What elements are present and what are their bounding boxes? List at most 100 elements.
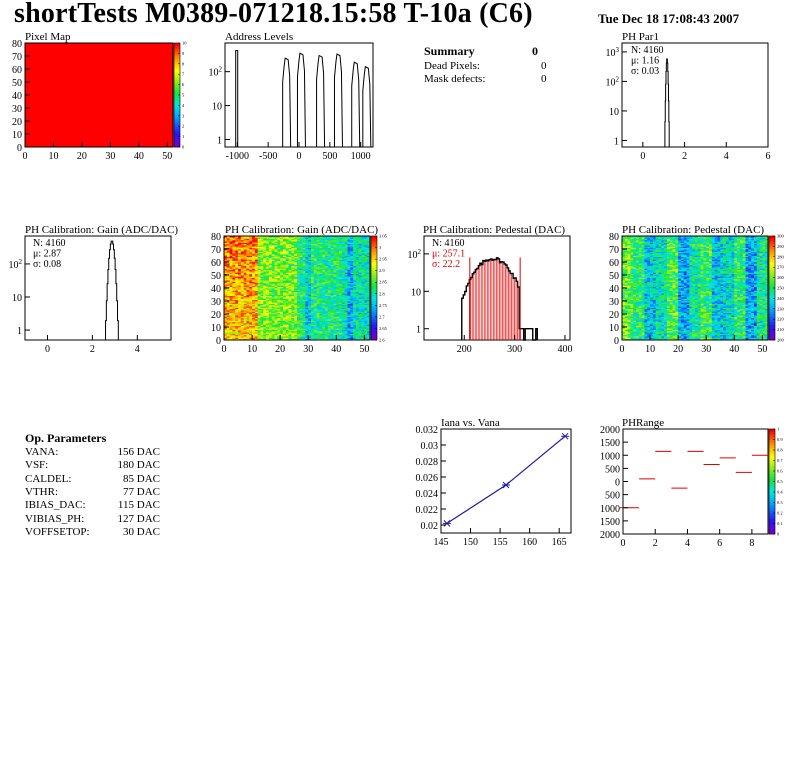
gain-map-cell	[235, 285, 239, 287]
gain-map-cell	[249, 330, 253, 333]
gain-map-cell	[260, 272, 264, 274]
gain-map-colorbar-swatch	[371, 319, 377, 323]
gain-map-cell	[257, 329, 261, 332]
gain-map-cell	[367, 281, 371, 284]
ped-map-cell	[633, 333, 637, 336]
gain-map-cell	[350, 298, 354, 300]
ped-map-cell	[636, 324, 640, 326]
gain-map-cell	[243, 238, 247, 241]
gain-map-cell	[280, 311, 284, 313]
gain-map-cell	[297, 264, 301, 267]
gain-map-cell	[322, 290, 326, 293]
gain-map-cell	[232, 334, 236, 337]
ped-map-cell	[622, 251, 626, 254]
pixel-map-colorbar-tick-label: 8	[182, 61, 185, 66]
gain-map-cell	[266, 307, 270, 310]
gain-map-cell	[243, 282, 247, 285]
gain-map-cell	[257, 265, 261, 268]
gain-map-cell	[249, 256, 253, 259]
gain-map-cell	[235, 299, 239, 302]
gain-map-cell	[311, 332, 315, 334]
gain-map-cell	[240, 327, 244, 329]
gain-map-cell	[353, 308, 357, 311]
gain-map-cell	[274, 245, 278, 247]
gain-map-cell	[249, 263, 253, 265]
gain-map-cell	[364, 311, 368, 313]
gain-map-cell	[302, 298, 306, 300]
gain-map-cell	[322, 333, 326, 336]
gain-map-cell	[341, 291, 346, 294]
gain-map-cell	[325, 272, 329, 274]
gain-map-cell	[263, 290, 267, 293]
gain-map-cell	[268, 317, 273, 320]
gain-map-cell	[327, 293, 331, 295]
gain-map-cell	[238, 336, 242, 338]
gain-map-cell	[235, 324, 239, 326]
gain-map-cell	[268, 294, 273, 297]
gain-map-cell	[238, 301, 242, 303]
gain-map-cell	[291, 243, 295, 246]
gain-map-cell	[238, 236, 242, 238]
gain-map-cell	[327, 252, 331, 255]
ped-map-cell	[627, 262, 631, 264]
ped-hist-title: PH Calibration: Pedestal (DAC)	[423, 224, 566, 236]
gain-map-cell	[232, 308, 236, 311]
gain-map-cell	[246, 237, 250, 239]
gain-map-cell	[257, 242, 261, 245]
gain-map-cell	[257, 308, 261, 311]
gain-map-cell	[274, 317, 278, 320]
gain-map-cell	[224, 311, 228, 313]
gain-map-cell	[232, 337, 236, 339]
gain-map-cell	[364, 323, 368, 325]
gain-map-cell	[305, 304, 309, 307]
gain-map-cell	[305, 247, 309, 250]
gain-map-cell	[350, 320, 354, 323]
ped-hist-xtick-label: 300	[507, 344, 522, 355]
gain-map-cell	[238, 325, 242, 328]
ped-map-cell	[627, 325, 631, 328]
gain-map-cell	[254, 290, 258, 293]
gain-map-cell	[302, 312, 306, 315]
gain-map-cell	[364, 275, 368, 277]
gain-map-cell	[353, 276, 357, 278]
gain-map-cell	[364, 294, 368, 297]
gain-map-cell	[249, 285, 253, 287]
gain-map-cell	[350, 325, 354, 328]
ped-map-cell	[630, 302, 634, 304]
gain-map-cell	[344, 268, 348, 271]
ped-map-cell	[622, 337, 626, 339]
gain-map-cell	[277, 273, 281, 276]
gain-map-cell	[316, 284, 320, 286]
gain-map-cell	[246, 282, 250, 285]
gain-map-cell	[266, 289, 270, 291]
gain-map-cell	[280, 337, 284, 339]
gain-map-cell	[297, 297, 301, 299]
gain-map-cell	[319, 312, 323, 315]
gain-map-cell	[271, 319, 275, 321]
gain-map-cell	[238, 275, 242, 277]
gain-map-cell	[235, 269, 239, 272]
ped-map-cell	[624, 307, 628, 310]
gain-map-cell	[358, 294, 362, 297]
address-level-peak	[316, 54, 326, 148]
gain-map-cell	[347, 249, 351, 251]
ped-map-cell	[622, 315, 626, 317]
gain-map-cell	[246, 241, 250, 243]
gain-map-cell	[299, 290, 303, 293]
gain-map-cell	[246, 247, 250, 250]
gain-map-cell	[358, 301, 362, 303]
gain-map-cell	[263, 319, 267, 321]
gain-map-cell	[254, 285, 258, 287]
ped-map-cell	[636, 284, 640, 286]
gain-map-cell	[330, 268, 334, 271]
gain-map-cell	[316, 302, 320, 304]
gain-map-cell	[224, 317, 228, 320]
gain-map-cell	[336, 247, 340, 250]
gain-map-cell	[285, 333, 289, 336]
gain-map-cell	[347, 304, 351, 307]
gain-map-cell	[271, 271, 275, 273]
gain-map-cell	[364, 246, 368, 248]
gain-map-cell	[353, 239, 357, 242]
gain-map-cell	[308, 256, 312, 259]
gain-map-cell	[311, 301, 315, 303]
